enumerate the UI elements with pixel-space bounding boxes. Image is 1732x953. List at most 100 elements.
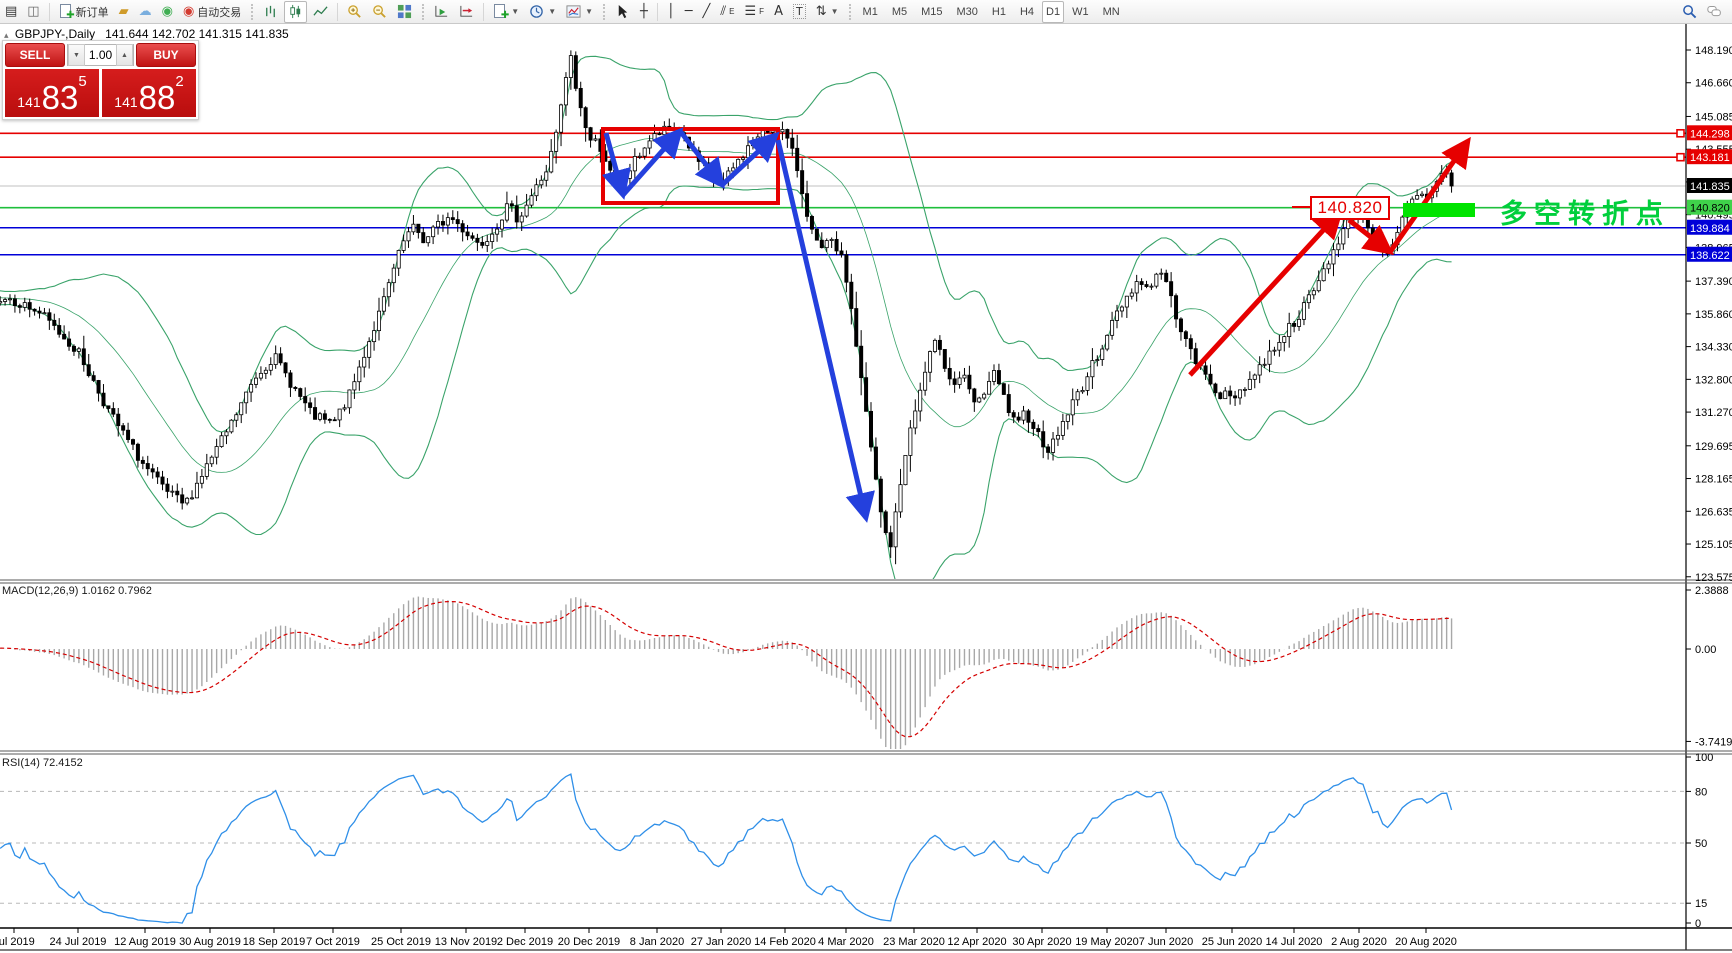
chart-window-button[interactable]: ▤ bbox=[1, 1, 21, 23]
timeframe-w1-button[interactable]: W1 bbox=[1072, 5, 1089, 18]
history-icon: ▰ bbox=[118, 4, 129, 19]
line-selection-handle[interactable] bbox=[1676, 152, 1685, 162]
timeframe-m30-button[interactable]: M30 bbox=[956, 5, 978, 18]
blue-trend-arrow-4[interactable] bbox=[775, 139, 875, 523]
axis-price-flag-143.181: 143.181 bbox=[1676, 149, 1732, 165]
date-tick-label: 14 Jul 2020 bbox=[1266, 936, 1323, 948]
date-tick-label: 19 May 2020 bbox=[1075, 936, 1139, 948]
cloud-icon: ☁ bbox=[138, 4, 152, 19]
blue-trend-arrow-2[interactable] bbox=[678, 129, 726, 189]
history-center-button[interactable]: ▰ bbox=[115, 1, 133, 23]
svg-text:139.884: 139.884 bbox=[1690, 223, 1730, 235]
crosshair-tool-button[interactable]: ┼ bbox=[636, 1, 652, 23]
collapse-panel-icon[interactable]: ▴ bbox=[4, 30, 9, 40]
arrows-tool-button[interactable]: ⇅ ▼ bbox=[812, 1, 843, 23]
vertical-line-tool-button[interactable]: │ bbox=[663, 1, 679, 23]
signals-button[interactable]: ◉ bbox=[158, 1, 177, 23]
blue-trend-arrow-1[interactable] bbox=[621, 127, 684, 197]
chart-window-icon: ▤ bbox=[5, 4, 18, 19]
consolidation-red-box[interactable] bbox=[601, 127, 780, 205]
line-selection-handle[interactable] bbox=[1676, 128, 1685, 138]
macd-signal-line bbox=[0, 600, 1452, 738]
axis-price-flag-141.835: 141.835 bbox=[1687, 178, 1732, 193]
candlestick-icon bbox=[290, 4, 301, 19]
zoom-out-button[interactable] bbox=[368, 1, 391, 23]
new-order-button[interactable]: ✚ 新订单 bbox=[55, 1, 113, 23]
blue-trend-arrow-3[interactable] bbox=[720, 131, 780, 187]
green-support-highlight[interactable] bbox=[1403, 203, 1475, 217]
svg-text:144.298: 144.298 bbox=[1690, 128, 1730, 140]
clock-icon bbox=[530, 5, 543, 18]
timeframe-h4-button[interactable]: H4 bbox=[1019, 5, 1035, 18]
chevron-down-icon: ▼ bbox=[511, 7, 520, 16]
candlestick-mode-button[interactable] bbox=[284, 0, 308, 23]
sell-price-integer: 141 bbox=[17, 94, 41, 110]
red-trend-arrow-2[interactable] bbox=[1387, 136, 1471, 254]
volume-increase-button[interactable]: ▲ bbox=[116, 44, 133, 66]
sell-button[interactable]: SELL bbox=[5, 43, 65, 67]
turn-level-price-tag[interactable]: 140.820 bbox=[1310, 196, 1390, 220]
timeframe-m1-button[interactable]: M1 bbox=[862, 5, 878, 18]
axis-price-flag-139.884: 139.884 bbox=[1687, 219, 1732, 235]
line-chart-mode-button[interactable] bbox=[309, 1, 332, 23]
date-tick-label: 24 Jul 2019 bbox=[50, 936, 107, 948]
chevron-down-icon: ▼ bbox=[830, 7, 839, 16]
indicators-button[interactable]: ▼ bbox=[562, 1, 597, 23]
buy-button[interactable]: BUY bbox=[136, 43, 196, 67]
volume-value[interactable]: 1.00 bbox=[88, 48, 113, 62]
cursor-icon bbox=[618, 4, 628, 19]
macd-tick-label: 2.3888 bbox=[1695, 585, 1729, 597]
autotrading-button[interactable]: ◉ 自动交易 bbox=[179, 1, 245, 23]
date-tick-label: 8 Jan 2020 bbox=[630, 936, 684, 948]
price-tick-label: 126.635 bbox=[1695, 506, 1732, 518]
auto-scroll-button[interactable] bbox=[430, 1, 453, 23]
tile-windows-icon bbox=[398, 4, 412, 19]
timeframe-h1-button[interactable]: H1 bbox=[991, 5, 1006, 18]
signals-icon: ◉ bbox=[161, 4, 173, 19]
price-tick-label: 128.165 bbox=[1695, 474, 1732, 486]
red-trend-arrow-1[interactable] bbox=[1347, 218, 1394, 256]
rsi-tick-label: 15 bbox=[1695, 898, 1707, 910]
chart-drawings[interactable] bbox=[601, 127, 1475, 523]
search-icon[interactable] bbox=[1682, 4, 1697, 19]
text-tool-icon: A bbox=[774, 4, 783, 19]
rsi-line bbox=[0, 773, 1453, 924]
timeframe-d1-button[interactable]: D1 bbox=[1042, 0, 1065, 23]
timeframe-m15-button[interactable]: M15 bbox=[921, 5, 943, 18]
price-tick-label: 134.330 bbox=[1695, 342, 1732, 354]
fibonacci-tool-button[interactable]: ☰ F bbox=[741, 1, 769, 23]
text-label-tool-button[interactable]: T bbox=[789, 1, 810, 23]
sell-price-quote[interactable]: 141 83 5 bbox=[5, 69, 99, 117]
blue-trend-arrow-0[interactable] bbox=[601, 132, 631, 200]
buy-price-quote[interactable]: 141 88 2 bbox=[102, 69, 196, 117]
cloud-button[interactable]: ☁ bbox=[135, 1, 156, 23]
timeframe-mn-button[interactable]: MN bbox=[1102, 5, 1120, 18]
timeframe-m5-button[interactable]: M5 bbox=[891, 5, 908, 18]
volume-decrease-button[interactable]: ▼ bbox=[68, 44, 85, 66]
market-watch-button[interactable]: ◫ bbox=[23, 1, 43, 23]
channel-tool-button[interactable]: ⫽ E bbox=[716, 1, 738, 23]
horizontal-line-tool-button[interactable]: ─ bbox=[681, 1, 697, 23]
bull-bear-turning-point-note[interactable]: 多空转折点 bbox=[1500, 199, 1670, 230]
price-tick-label: 148.190 bbox=[1695, 45, 1732, 57]
period-menu-button[interactable]: ▼ bbox=[525, 1, 560, 23]
zoom-in-button[interactable] bbox=[343, 1, 366, 23]
trendline-tool-button[interactable]: ╱ bbox=[699, 1, 715, 23]
cursor-tool-button[interactable] bbox=[611, 1, 634, 23]
price-tick-label: 123.575 bbox=[1695, 572, 1732, 584]
trendline-icon: ╱ bbox=[702, 4, 711, 19]
templates-button[interactable]: ✚ ▼ bbox=[489, 1, 523, 23]
chart-shift-button[interactable] bbox=[455, 1, 478, 23]
date-tick-label: 2 Dec 2019 bbox=[497, 936, 553, 948]
rsi-tick-label: 100 bbox=[1695, 752, 1713, 764]
chat-icon[interactable] bbox=[1707, 4, 1722, 19]
red-trend-arrow-0[interactable] bbox=[1188, 208, 1344, 377]
price-tick-label: 129.695 bbox=[1695, 441, 1732, 453]
chevron-down-icon: ▼ bbox=[585, 7, 594, 16]
bar-chart-mode-button[interactable] bbox=[259, 1, 282, 23]
tile-windows-button[interactable] bbox=[393, 1, 416, 23]
channel-tool-letter: E bbox=[729, 7, 735, 16]
macd-indicator-label: MACD(12,26,9) 1.0162 0.7962 bbox=[2, 585, 152, 597]
text-tool-button[interactable]: A bbox=[770, 1, 787, 23]
